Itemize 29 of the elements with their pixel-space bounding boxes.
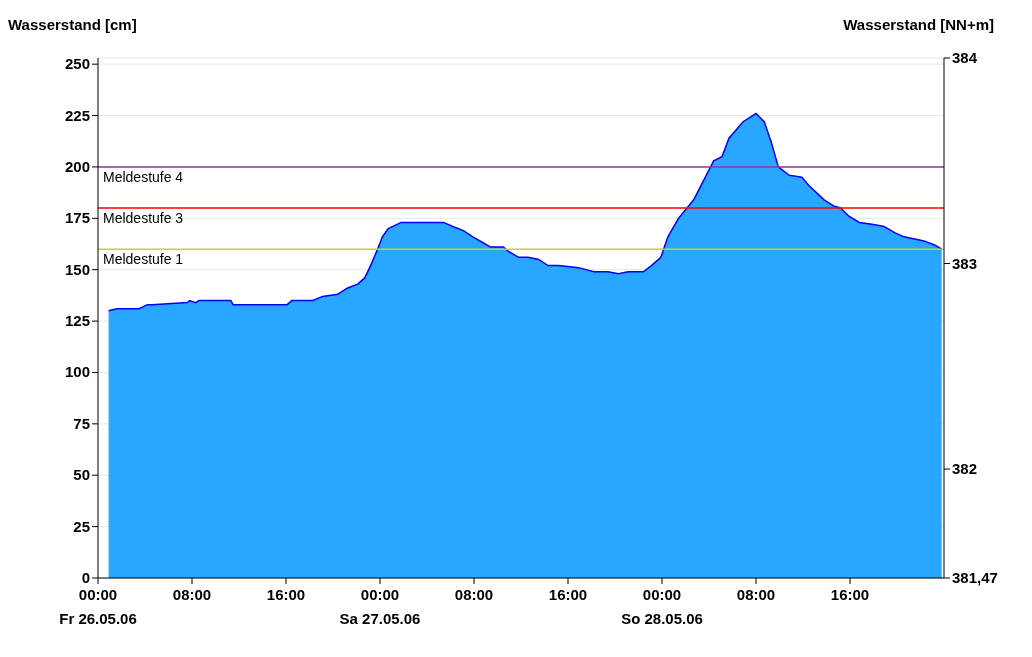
x-tick-label: 16:00: [830, 586, 870, 603]
x-tick-label: 16:00: [548, 586, 588, 603]
x-tick-label: 00:00 Fr 26.05.06: [59, 586, 137, 627]
x-tick-label: 00:00 Sa 27.05.06: [339, 586, 421, 627]
y-tick-label: 25: [73, 517, 90, 535]
y-tick-label: 0: [81, 569, 90, 586]
ref-line-label: Meldestufe 1: [103, 251, 184, 268]
y2-tick-label: 383: [952, 254, 978, 272]
x-tick-label: 16:00: [266, 586, 306, 603]
y2-tick-label: 382: [952, 460, 978, 478]
x-tick-label: 08:00: [454, 586, 494, 603]
x-tick-label: 00:00 So 28.05.06: [621, 586, 703, 627]
y2-tick-label: 384: [952, 49, 978, 66]
y-axis-title: Wasserstand [cm]: [8, 16, 137, 33]
ref-line-label: Meldestufe 4: [103, 168, 184, 185]
y-tick-label: 50: [73, 466, 90, 484]
x-tick-label: 08:00: [172, 586, 212, 603]
y2-axis-title: Wasserstand [NN+m]: [843, 16, 994, 33]
y-tick-label: 125: [64, 312, 90, 330]
y-tick-label: 200: [64, 157, 90, 175]
y2-tick-label: 381,47: [952, 569, 998, 586]
y-tick-label: 75: [73, 414, 90, 432]
ref-line-label: Meldestufe 3: [103, 209, 184, 226]
y-tick-label: 250: [64, 55, 90, 73]
x-tick-label: 08:00: [736, 586, 776, 603]
y-tick-label: 225: [64, 106, 90, 124]
y-tick-label: 150: [64, 260, 90, 278]
y-tick-label: 175: [64, 209, 90, 227]
y-tick-label: 100: [64, 363, 90, 381]
